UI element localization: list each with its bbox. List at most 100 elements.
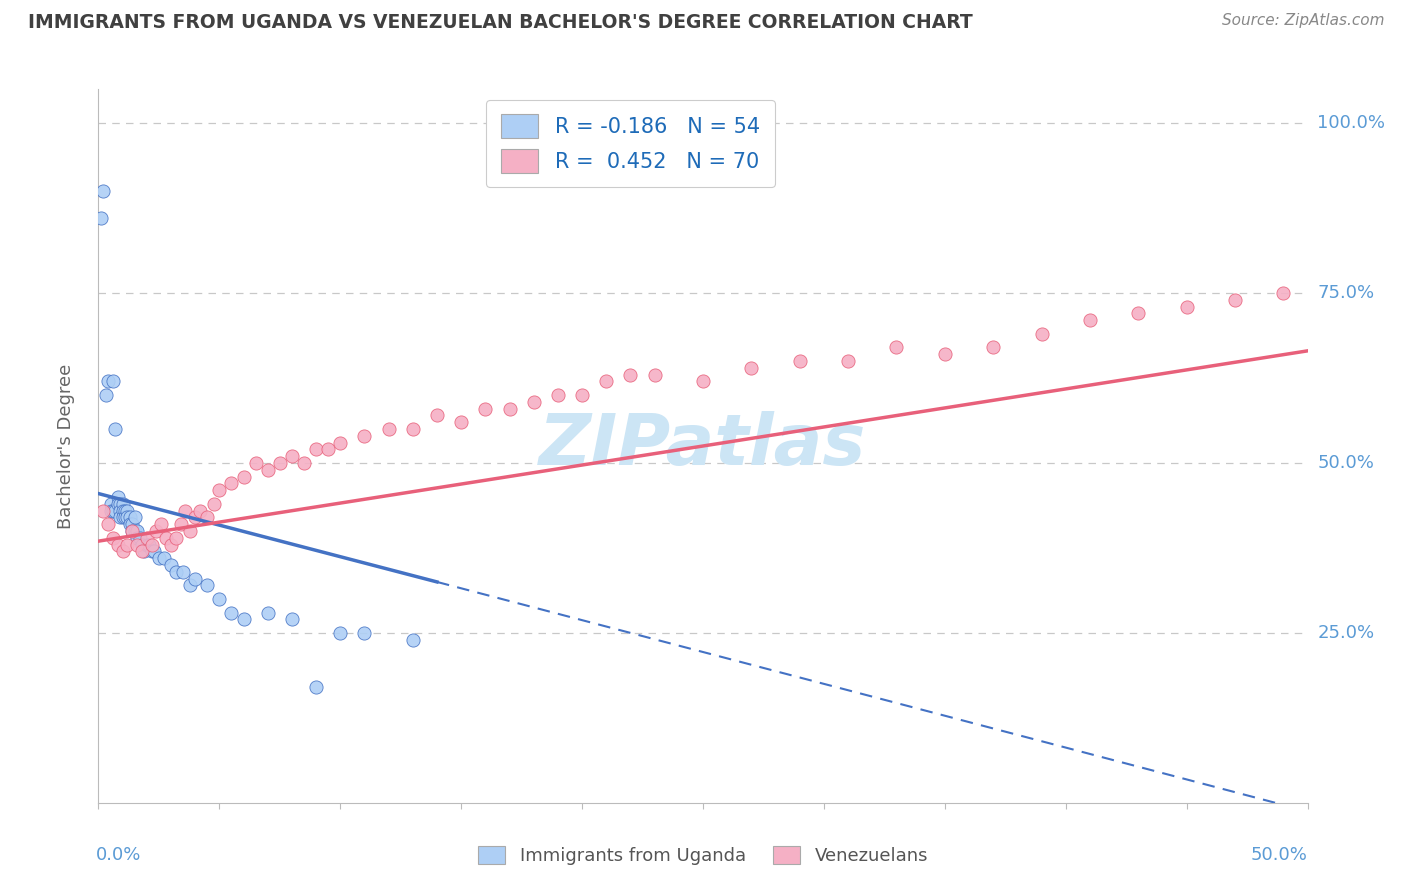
Point: [141, 537, 163, 551]
Point: [184, 572, 207, 586]
Point: [121, 524, 143, 538]
Point: [1031, 326, 1053, 341]
Point: [208, 483, 231, 498]
Point: [195, 578, 218, 592]
Point: [169, 517, 191, 532]
Point: [165, 565, 187, 579]
Point: [155, 531, 177, 545]
Point: [245, 456, 267, 470]
Point: [1223, 293, 1246, 307]
Point: [450, 415, 472, 429]
Point: [107, 537, 129, 551]
Point: [97, 375, 120, 389]
Text: 0.0%: 0.0%: [96, 846, 142, 863]
Point: [179, 578, 201, 592]
Point: [117, 537, 139, 551]
Point: [124, 510, 146, 524]
Point: [135, 531, 157, 545]
Text: 50.0%: 50.0%: [1251, 846, 1308, 863]
Point: [281, 449, 304, 463]
Point: [148, 551, 170, 566]
Point: [94, 388, 117, 402]
Point: [256, 463, 278, 477]
Point: [127, 531, 149, 545]
Point: [90, 211, 112, 226]
Point: [107, 490, 129, 504]
Point: [108, 503, 131, 517]
Point: [498, 401, 520, 416]
Point: [195, 510, 218, 524]
Point: [316, 442, 339, 457]
Point: [111, 497, 134, 511]
Point: [101, 375, 124, 389]
Point: [134, 544, 156, 558]
Text: ZIPatlas: ZIPatlas: [540, 411, 866, 481]
Legend: Immigrants from Uganda, Venezuelans: Immigrants from Uganda, Venezuelans: [470, 837, 936, 874]
Point: [1320, 272, 1343, 286]
Point: [981, 341, 1004, 355]
Point: [474, 401, 496, 416]
Point: [571, 388, 593, 402]
Point: [91, 184, 114, 198]
Point: [221, 476, 243, 491]
Point: [329, 626, 352, 640]
Point: [1272, 286, 1295, 301]
Point: [256, 606, 278, 620]
Point: [100, 503, 122, 517]
Point: [101, 531, 124, 545]
Point: [135, 537, 157, 551]
Point: [108, 497, 131, 511]
Point: [1175, 300, 1198, 314]
Point: [377, 422, 399, 436]
Point: [127, 537, 149, 551]
Text: IMMIGRANTS FROM UGANDA VS VENEZUELAN BACHELOR'S DEGREE CORRELATION CHART: IMMIGRANTS FROM UGANDA VS VENEZUELAN BAC…: [28, 13, 973, 32]
Point: [117, 503, 139, 517]
Point: [128, 531, 150, 545]
Point: [353, 626, 375, 640]
Point: [131, 537, 153, 551]
Point: [143, 544, 166, 558]
Point: [934, 347, 956, 361]
Point: [740, 360, 762, 375]
Text: 25.0%: 25.0%: [1317, 624, 1375, 642]
Point: [111, 503, 134, 517]
Point: [292, 456, 315, 470]
Point: [152, 551, 174, 566]
Text: 75.0%: 75.0%: [1317, 284, 1375, 302]
Point: [114, 510, 136, 524]
Point: [232, 469, 254, 483]
Point: [174, 503, 197, 517]
Point: [91, 503, 114, 517]
Point: [150, 517, 173, 532]
Point: [100, 497, 122, 511]
Point: [837, 354, 859, 368]
Point: [619, 368, 641, 382]
Point: [644, 368, 666, 382]
Point: [188, 503, 211, 517]
Point: [353, 429, 375, 443]
Point: [165, 531, 187, 545]
Point: [145, 524, 167, 538]
Point: [208, 591, 231, 606]
Point: [107, 497, 129, 511]
Point: [523, 394, 546, 409]
Legend: R = -0.186   N = 54, R =  0.452   N = 70: R = -0.186 N = 54, R = 0.452 N = 70: [486, 100, 775, 187]
Point: [179, 524, 201, 538]
Point: [402, 632, 425, 647]
Point: [172, 565, 194, 579]
Point: [547, 388, 569, 402]
Point: [131, 544, 153, 558]
Point: [204, 497, 226, 511]
Point: [692, 375, 714, 389]
Point: [111, 510, 134, 524]
Point: [305, 680, 328, 694]
Point: [789, 354, 811, 368]
Point: [1128, 306, 1150, 320]
Point: [127, 524, 149, 538]
Point: [118, 517, 141, 532]
Point: [121, 517, 143, 532]
Point: [232, 612, 254, 626]
Point: [104, 422, 127, 436]
Point: [118, 510, 141, 524]
Point: [138, 537, 160, 551]
